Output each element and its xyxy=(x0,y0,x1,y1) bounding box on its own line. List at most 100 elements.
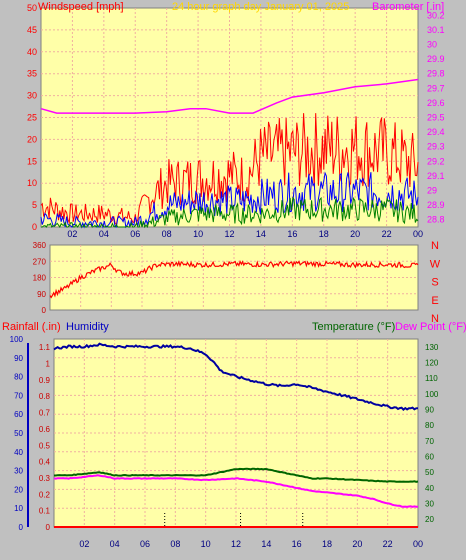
y-tick-label: 29.1 xyxy=(427,171,445,181)
y-tick-label: 29.5 xyxy=(427,113,445,123)
rainfall-legend: Rainfall (.in) xyxy=(2,321,61,333)
y-tick-label: 50 xyxy=(27,3,37,13)
wind-direction-axis: 0 90 180 270 360 xyxy=(33,241,47,315)
y-tick-label: 90 xyxy=(37,290,46,299)
compass-label: N xyxy=(431,313,439,325)
x-tick-label: 10 xyxy=(201,539,211,549)
temperature-legend: Temperature (°F) xyxy=(312,321,395,333)
y-tick-label: 29.4 xyxy=(427,127,445,137)
x-tick-label: 12 xyxy=(231,539,241,549)
y-tick-label: 5 xyxy=(32,200,37,210)
x-tick-label: 16 xyxy=(292,539,302,549)
barometer-axis-label: Barometer [.in] xyxy=(372,1,444,13)
y-tick-label: 270 xyxy=(33,257,47,266)
y-tick-label: 25 xyxy=(27,113,37,123)
y-tick-label: 90 xyxy=(425,406,434,415)
y-tick-label: 70 xyxy=(425,437,434,446)
y-tick-label: 20 xyxy=(425,515,434,524)
x-tick-label: 22 xyxy=(383,539,393,549)
y-tick-label: 40 xyxy=(14,448,23,457)
y-tick-label: 180 xyxy=(33,274,47,283)
x-tick-label: 02 xyxy=(67,229,77,239)
y-tick-label: 120 xyxy=(425,359,439,368)
y-tick-label: 30.1 xyxy=(427,25,445,35)
y-tick-label: 0.3 xyxy=(39,474,51,483)
y-tick-label: 0.7 xyxy=(39,409,51,418)
x-tick-label: 08 xyxy=(162,229,172,239)
wind-average-line xyxy=(40,171,419,229)
humidity-line xyxy=(53,342,419,411)
y-tick-label: 29.3 xyxy=(427,142,445,152)
y-tick-label: 10 xyxy=(14,504,23,513)
y-tick-label: 80 xyxy=(14,373,23,382)
y-tick-label: 0 xyxy=(32,222,37,232)
y-tick-label: 29 xyxy=(427,186,437,196)
y-tick-label: 30.2 xyxy=(427,10,445,20)
y-tick-label: 29.9 xyxy=(427,54,445,64)
x-tick-label: 20 xyxy=(352,539,362,549)
y-tick-label: 30 xyxy=(14,467,23,476)
wind-baro-x-axis: 02 04 06 08 10 12 14 16 18 20 22 00 xyxy=(67,229,423,239)
y-tick-label: 29.2 xyxy=(427,156,445,166)
x-tick-label: 14 xyxy=(261,539,271,549)
rain-humidity-series xyxy=(53,342,419,528)
y-tick-label: 30 xyxy=(27,91,37,101)
x-tick-label: 18 xyxy=(319,229,329,239)
x-tick-label: 06 xyxy=(140,539,150,549)
x-tick-label: 00 xyxy=(413,539,423,549)
x-tick-label: 12 xyxy=(224,229,234,239)
compass-label: N xyxy=(431,240,439,252)
x-tick-label: 18 xyxy=(322,539,332,549)
y-tick-label: 20 xyxy=(14,485,23,494)
x-tick-label: 00 xyxy=(413,229,423,239)
x-tick-label: 06 xyxy=(130,229,140,239)
wind-direction-line xyxy=(49,260,419,299)
wind-baro-grid xyxy=(41,8,418,227)
dewpoint-legend: Dew Point (°F) xyxy=(395,321,466,333)
windspeed-axis-label: Windspeed [mph] xyxy=(38,1,124,13)
x-tick-label: 02 xyxy=(79,539,89,549)
humidity-legend: Humidity xyxy=(66,321,109,333)
wind-low-line xyxy=(41,196,419,229)
wind-baro-series xyxy=(40,78,419,229)
y-tick-label: 0 xyxy=(46,523,51,532)
y-tick-label: 45 xyxy=(27,25,37,35)
x-tick-label: 04 xyxy=(110,539,120,549)
barometer-line xyxy=(40,78,419,114)
y-tick-label: 28.9 xyxy=(427,200,445,210)
y-tick-label: 0.1 xyxy=(39,507,51,516)
humidity-axis: 0 10 20 30 40 50 60 70 80 90 100 xyxy=(10,335,24,532)
y-tick-label: 60 xyxy=(14,410,23,419)
y-tick-label: 1.1 xyxy=(39,343,51,352)
x-tick-label: 14 xyxy=(256,229,266,239)
y-tick-label: 29.8 xyxy=(427,69,445,79)
x-tick-label: 20 xyxy=(350,229,360,239)
y-tick-label: 0.4 xyxy=(39,458,51,467)
y-tick-label: 60 xyxy=(425,453,434,462)
x-tick-label: 16 xyxy=(287,229,297,239)
compass-label: S xyxy=(431,277,438,289)
y-tick-label: 50 xyxy=(14,429,23,438)
y-tick-label: 1 xyxy=(46,360,51,369)
y-tick-label: 0.8 xyxy=(39,392,51,401)
windspeed-axis: 0 5 10 15 20 25 30 35 40 45 50 xyxy=(27,3,37,232)
y-tick-label: 28.8 xyxy=(427,215,445,225)
y-tick-label: 10 xyxy=(27,178,37,188)
rain-humidity-x-axis: 02 04 06 08 10 12 14 16 18 20 22 00 xyxy=(79,539,423,549)
y-tick-label: 40 xyxy=(27,47,37,57)
wind-gust-line xyxy=(40,113,419,226)
rainfall-axis: 0 0.1 0.2 0.3 0.4 0.5 0.6 0.7 0.8 0.9 1 1.1 xyxy=(39,343,51,532)
x-tick-label: 22 xyxy=(382,229,392,239)
barometer-axis: 28.8 28.9 29 29.1 29.2 29.3 29.4 29.5 29.6 29.7 29… xyxy=(427,10,445,224)
y-tick-label: 0.2 xyxy=(39,490,51,499)
y-tick-label: 130 xyxy=(425,343,439,352)
y-tick-label: 100 xyxy=(10,335,24,344)
y-tick-label: 110 xyxy=(425,374,438,383)
temperature-axis: 20 30 40 50 60 70 80 90 100 110 120 130 xyxy=(425,343,439,524)
dewpoint-line xyxy=(53,474,419,508)
y-tick-label: 29.6 xyxy=(427,98,445,108)
x-tick-label: 04 xyxy=(99,229,109,239)
rain-humidity-grid xyxy=(54,339,418,527)
y-tick-label: 50 xyxy=(425,468,434,477)
